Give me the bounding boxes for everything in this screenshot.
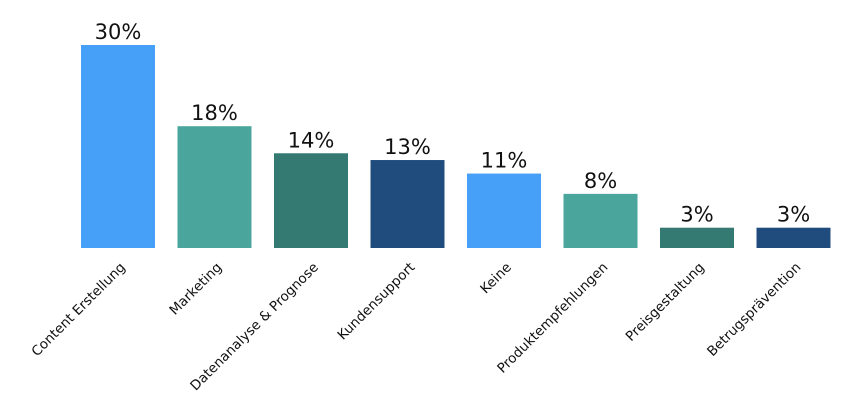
- value-label-8: 3%: [777, 203, 810, 227]
- value-label-1: 30%: [95, 20, 142, 44]
- category-label-1: Content Erstellung: [28, 260, 128, 360]
- value-label-5: 11%: [481, 149, 528, 173]
- bar-8: [756, 227, 831, 248]
- category-label-7: Preisgestaltung: [623, 260, 708, 345]
- category-label-2: Marketing: [166, 260, 225, 319]
- category-label-5: Keine: [477, 260, 515, 298]
- bar-5: [467, 173, 541, 248]
- value-label-3: 14%: [288, 128, 335, 152]
- category-label-6: Produktempfehlungen: [494, 260, 611, 377]
- category-label-4: Kundensupport: [334, 260, 418, 344]
- bar-7: [660, 227, 734, 248]
- category-labels-group: Content Erstellung MarketingDatenanalyse …: [28, 260, 804, 395]
- bar-3: [274, 153, 348, 248]
- value-label-6: 8%: [584, 169, 617, 193]
- value-label-7: 3%: [680, 203, 713, 227]
- value-labels-group: 30% 18% 14% 13% 11% 8% 3% 3%: [95, 20, 811, 227]
- bar-2: [177, 126, 252, 248]
- bars-group: [81, 45, 831, 248]
- bar-4: [370, 160, 445, 248]
- bar-1: [81, 45, 155, 248]
- value-label-4: 13%: [384, 135, 431, 159]
- bar-6: [563, 193, 638, 248]
- value-label-2: 18%: [191, 101, 238, 125]
- category-label-8: Betrugsprävention: [704, 260, 804, 360]
